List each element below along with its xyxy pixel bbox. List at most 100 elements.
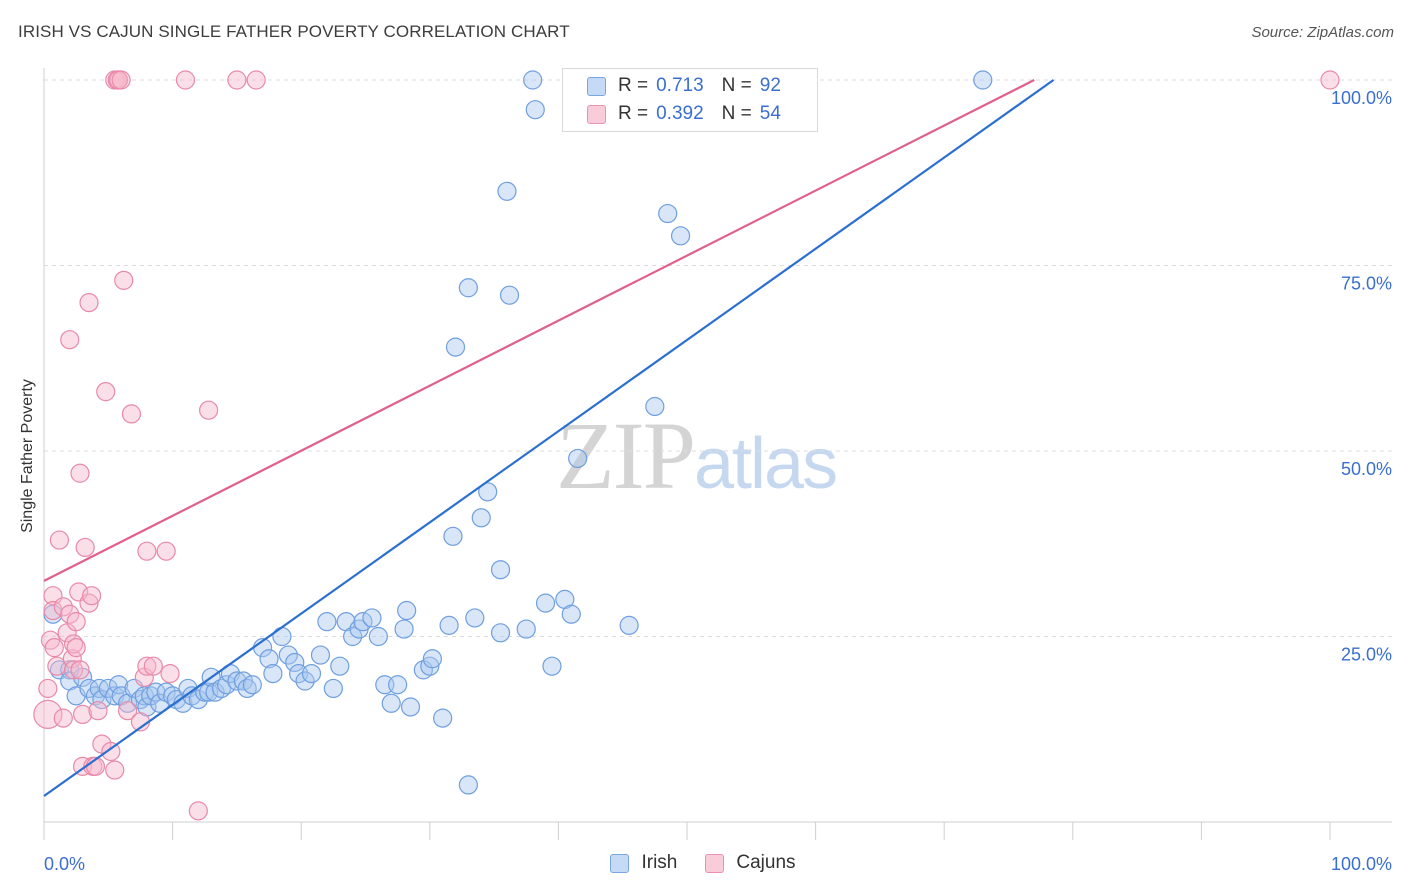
cajun-point xyxy=(66,612,86,632)
cajun-point xyxy=(143,656,163,676)
irish-point xyxy=(445,337,466,357)
y-tick-label: 75.0% xyxy=(1341,274,1392,294)
cajun-point xyxy=(1320,70,1340,90)
irish-point xyxy=(263,663,283,684)
cajun-r-value: 0.392 xyxy=(656,103,704,124)
cajun-point xyxy=(114,270,134,290)
irish-point xyxy=(670,226,691,246)
cajun-legend-label: Cajuns xyxy=(736,852,796,873)
watermark: ZIPatlas xyxy=(556,400,838,511)
irish-point xyxy=(301,663,322,684)
irish-point xyxy=(420,656,440,676)
cajun-n-value: 54 xyxy=(759,103,781,124)
irish-point xyxy=(422,649,442,669)
x-tick-label: 0.0% xyxy=(44,854,85,874)
cajun-point xyxy=(60,330,80,350)
cajun-point xyxy=(227,70,247,90)
irish-point xyxy=(388,675,408,695)
irish-point xyxy=(478,482,498,502)
cajun-point xyxy=(156,541,176,561)
irish-point xyxy=(317,612,337,632)
irish-point xyxy=(561,604,581,624)
cajun-point xyxy=(38,678,58,699)
irish-point xyxy=(108,675,129,695)
irish-point xyxy=(242,675,262,695)
irish-n-value: 92 xyxy=(759,75,781,96)
irish-point xyxy=(433,708,453,728)
irish-point xyxy=(397,600,417,621)
irish-point xyxy=(92,689,112,710)
irish-point xyxy=(272,626,292,647)
cajun-point xyxy=(63,660,84,680)
irish-point xyxy=(443,526,463,546)
cajun-point xyxy=(96,382,116,402)
irish-point xyxy=(458,775,478,795)
y-tick-label: 100.0% xyxy=(1331,88,1392,108)
cajun-point xyxy=(53,708,73,728)
x-tick-label: 100.0% xyxy=(1331,854,1392,874)
cajun-swatch xyxy=(587,104,606,124)
cajun-point xyxy=(137,656,157,676)
irish-point xyxy=(79,678,99,699)
cajun-n-label: N = xyxy=(721,103,752,124)
cajun-point xyxy=(88,701,108,721)
cajun-point xyxy=(72,704,93,725)
cajun-point xyxy=(175,70,196,90)
irish-point xyxy=(130,689,151,710)
irish-point xyxy=(362,608,382,628)
watermark-atlas: atlas xyxy=(694,424,838,504)
irish-point xyxy=(497,181,517,201)
irish-point xyxy=(310,645,331,665)
cajun-point xyxy=(246,70,266,90)
irish-point xyxy=(490,560,511,580)
cajun-legend-swatch xyxy=(705,853,725,873)
irish-legend-label: Irish xyxy=(641,852,678,873)
cajun-r-label: R = xyxy=(618,103,649,124)
irish-point xyxy=(343,626,363,647)
cajun-point xyxy=(137,541,157,561)
cajun-point xyxy=(79,293,99,313)
irish-r-value: 0.713 xyxy=(656,75,704,96)
irish-point xyxy=(471,508,491,528)
cajun-point xyxy=(199,400,219,420)
irish-point xyxy=(458,278,478,298)
watermark-zip: ZIP xyxy=(556,402,696,509)
irish-point xyxy=(237,678,257,699)
chart-title: IRISH VS CAJUN SINGLE FATHER POVERTY COR… xyxy=(18,22,570,41)
irish-point xyxy=(323,678,343,699)
cajun-point xyxy=(44,638,64,658)
irish-point xyxy=(259,649,279,669)
cajun-point xyxy=(70,660,90,680)
irish-point xyxy=(619,615,639,635)
irish-legend-swatch xyxy=(610,853,630,873)
irish-point xyxy=(394,619,414,639)
irish-point xyxy=(973,70,993,90)
irish-point xyxy=(188,689,208,710)
irish-n-label: N = xyxy=(721,75,752,96)
cajun-point xyxy=(111,70,131,90)
irish-point xyxy=(523,70,543,90)
irish-point xyxy=(542,656,562,676)
stats-legend: R = 0.713 N = 92 R = 0.392 N = 54 xyxy=(562,68,818,132)
legend-item-irish[interactable]: Irish xyxy=(610,852,677,874)
irish-point xyxy=(199,682,219,702)
irish-point xyxy=(645,396,665,417)
irish-point xyxy=(381,693,401,713)
cajun-point xyxy=(160,663,180,684)
cajun-point xyxy=(60,604,80,624)
irish-r-label: R = xyxy=(618,75,649,96)
cajun-point xyxy=(188,801,208,821)
irish-point xyxy=(516,619,536,639)
cajun-point xyxy=(81,586,102,606)
irish-swatch xyxy=(587,76,606,96)
irish-point xyxy=(499,285,520,305)
irish-point xyxy=(400,697,421,717)
legend-row-cajuns: R = 0.392 N = 54 xyxy=(587,102,781,126)
irish-point xyxy=(490,623,511,643)
legend-item-cajuns[interactable]: Cajuns xyxy=(705,852,796,874)
cajun-point xyxy=(49,530,70,550)
cajun-point xyxy=(101,741,121,762)
irish-point xyxy=(285,652,305,673)
irish-point xyxy=(227,671,247,691)
irish-point xyxy=(465,608,485,628)
